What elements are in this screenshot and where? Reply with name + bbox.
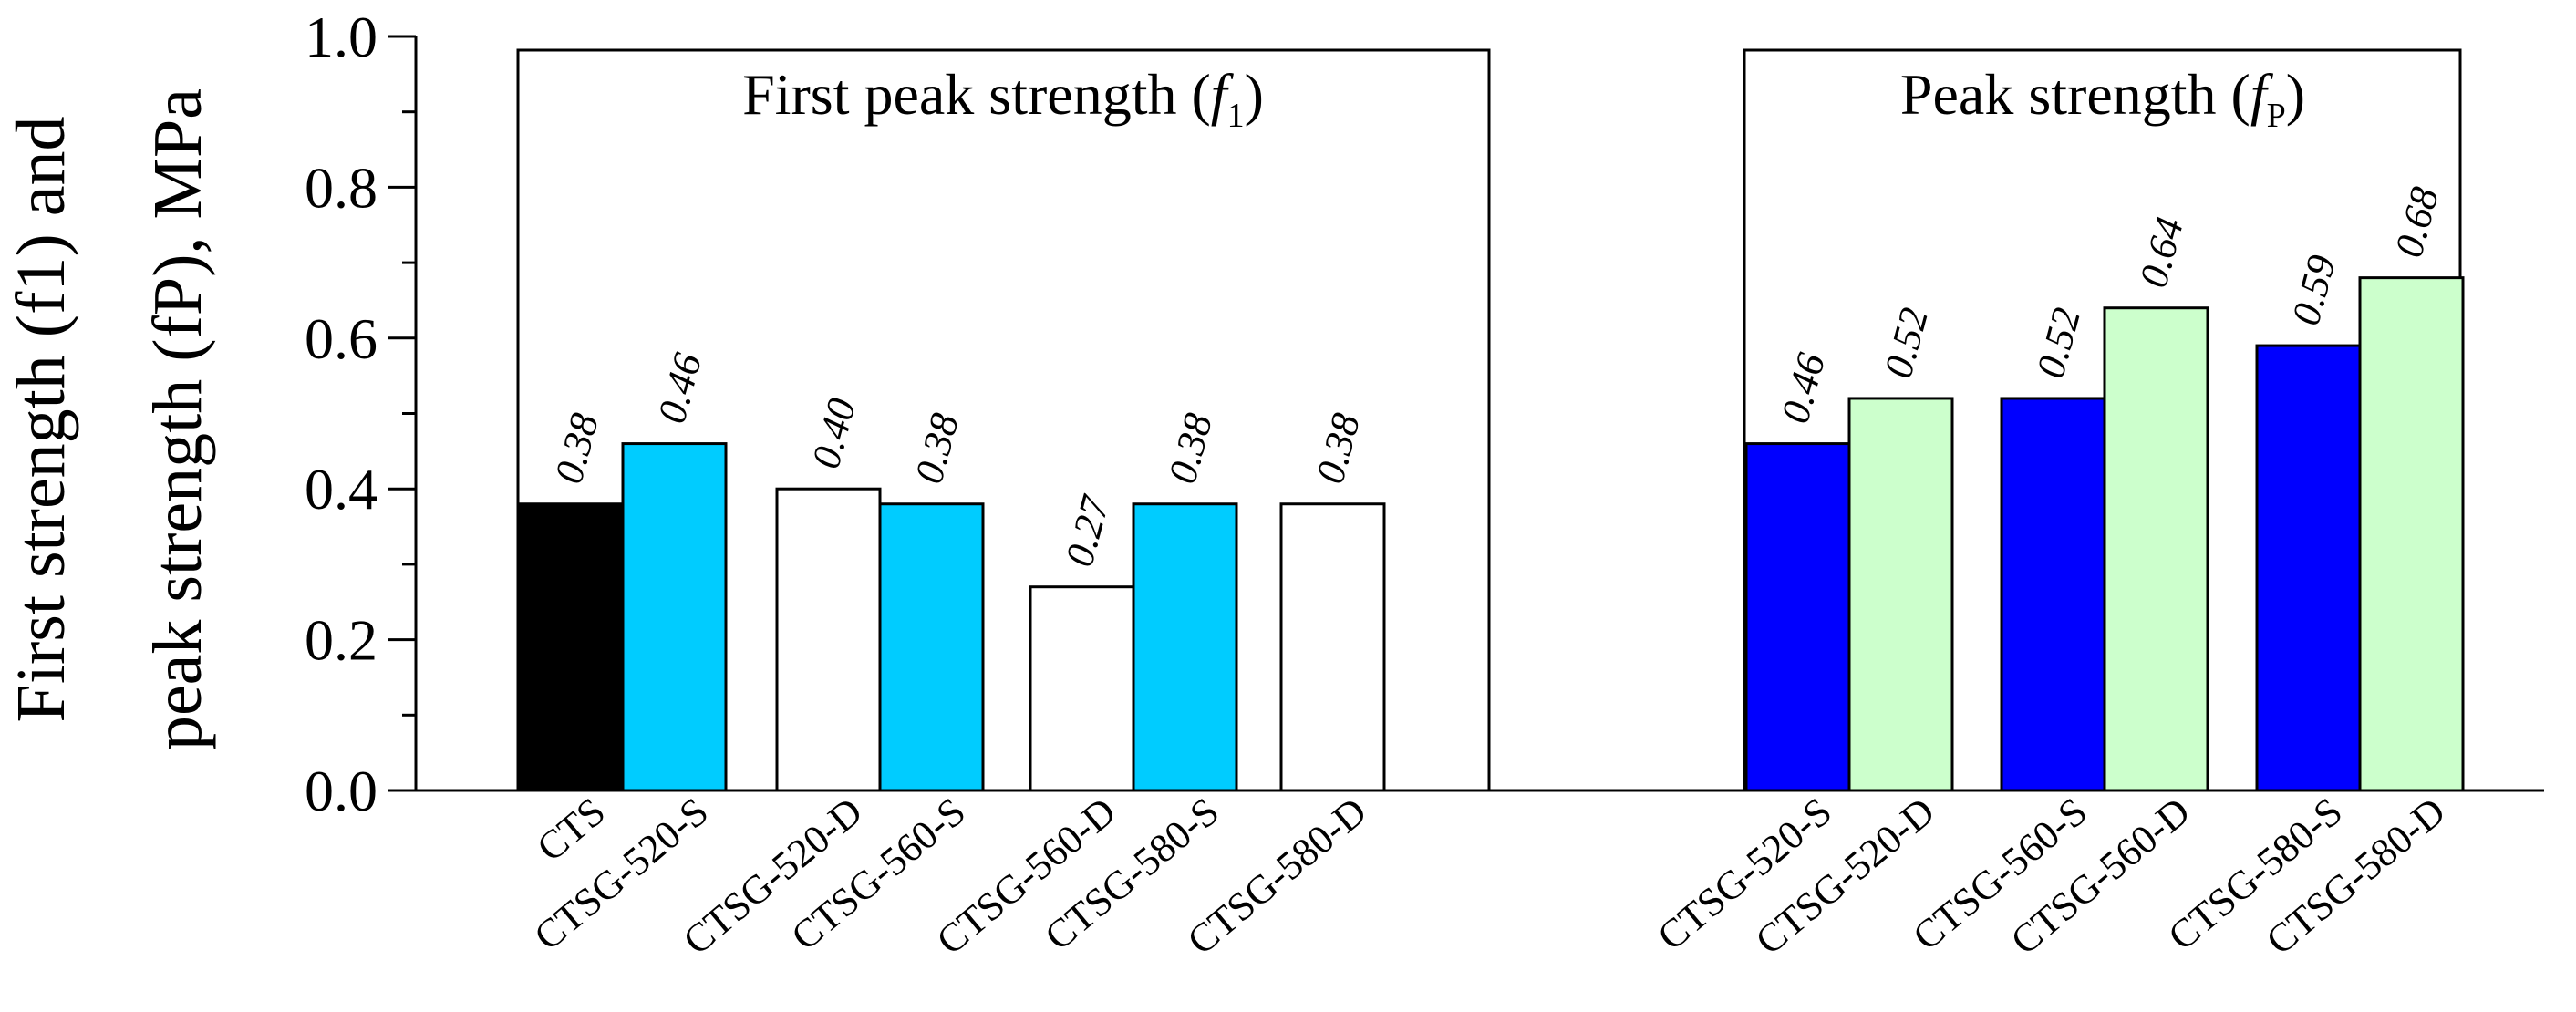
bar-ctsg-580-d	[1279, 502, 1386, 792]
value-label: 0.38	[1160, 408, 1221, 488]
category-label: CTSG-520-S	[1650, 789, 1840, 959]
value-label: 0.38	[546, 408, 607, 488]
y-tick-label: 0.8	[305, 155, 378, 220]
value-label: 0.46	[1773, 348, 1834, 428]
bar-ctsg-520-d	[1847, 397, 1954, 792]
y-tick-label: 0.0	[305, 759, 378, 823]
bar-ctsg-520-s	[1744, 442, 1851, 792]
bar-ctsg-580-s	[1132, 502, 1238, 792]
value-label: 0.27	[1057, 490, 1119, 571]
bar-ctsg-580-s	[2255, 344, 2362, 792]
bar-ctsg-560-s	[878, 502, 985, 792]
bars	[518, 276, 2465, 792]
axes	[388, 35, 2544, 792]
y-tick-label: 1.0	[305, 5, 378, 69]
value-label: 0.40	[803, 394, 864, 473]
bar-ctsg-580-d	[2358, 276, 2465, 792]
y-tick-label: 0.2	[305, 608, 378, 673]
category-label: CTS	[529, 789, 614, 870]
panel-title: First peak strength (f1)	[742, 62, 1264, 135]
value-label: 0.68	[2386, 182, 2447, 262]
bar-ctsg-520-d	[775, 487, 882, 792]
y-axis-title-line2: peak strength (fP), MPa	[140, 88, 216, 750]
bar-ctsg-560-d	[1029, 585, 1135, 792]
y-tick-label: 0.4	[305, 457, 378, 521]
bar-ctsg-520-s	[621, 442, 728, 792]
value-label: 0.46	[649, 348, 710, 428]
bar-ctsg-560-d	[2103, 306, 2209, 792]
value-label: 0.38	[906, 408, 967, 488]
value-label: 0.38	[1308, 408, 1369, 488]
value-label: 0.59	[2283, 251, 2344, 330]
value-label: 0.64	[2131, 212, 2192, 292]
y-tick-label: 0.6	[305, 306, 378, 371]
bar-ctsg-560-s	[2000, 397, 2106, 792]
y-axis-title-line1: First strength (f1) and	[3, 117, 79, 723]
value-label: 0.52	[2028, 303, 2089, 382]
bar-cts	[518, 502, 625, 792]
panel-title: Peak strength (fP)	[1900, 62, 2305, 135]
value-label: 0.52	[1876, 303, 1937, 382]
